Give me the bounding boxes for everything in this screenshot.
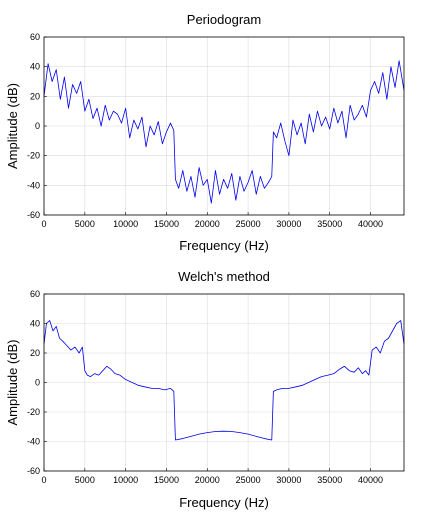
chart-title: Welch's method bbox=[178, 269, 270, 284]
y-axis-label: Amplitude (dB) bbox=[5, 83, 20, 169]
x-tick-label: 10000 bbox=[113, 219, 138, 229]
x-axis-label: Frequency (Hz) bbox=[179, 238, 269, 253]
y-tick-label: -60 bbox=[27, 466, 40, 476]
x-tick-label: 15000 bbox=[154, 219, 179, 229]
series-line-1 bbox=[43, 320, 405, 441]
y-axis-label: Amplitude (dB) bbox=[5, 340, 20, 426]
chart-1: 0 5000 10000 15000 20000 25000 30000 35000 40000… bbox=[5, 12, 405, 253]
y-tick-label: 0 bbox=[35, 121, 40, 131]
y-tick-label: 40 bbox=[30, 62, 40, 72]
y-tick-label: 60 bbox=[30, 32, 40, 42]
y-tick-label: -60 bbox=[27, 210, 40, 220]
y-tick-label: 40 bbox=[30, 319, 40, 329]
y-tick-label: -40 bbox=[27, 180, 40, 190]
x-tick-label: 20000 bbox=[195, 219, 220, 229]
x-tick-label: 30000 bbox=[276, 475, 301, 485]
series-line-1 bbox=[43, 60, 405, 204]
x-tick-label: 15000 bbox=[154, 475, 179, 485]
y-tick-label: -20 bbox=[27, 151, 40, 161]
x-tick-label: 40000 bbox=[358, 475, 383, 485]
x-tick-label: 25000 bbox=[236, 475, 261, 485]
x-axis-label: Frequency (Hz) bbox=[179, 495, 269, 510]
y-tick-label: 20 bbox=[30, 348, 40, 358]
chart-2: 0 5000 10000 15000 20000 25000 30000 35000 40000… bbox=[5, 269, 405, 510]
x-tick-label: 5000 bbox=[75, 219, 95, 229]
y-tick-label: 0 bbox=[35, 378, 40, 388]
x-tick-label: 10000 bbox=[113, 475, 138, 485]
chart-title: Periodogram bbox=[187, 12, 261, 27]
y-tick-label: -20 bbox=[27, 407, 40, 417]
x-tick-label: 40000 bbox=[358, 219, 383, 229]
x-tick-label: 30000 bbox=[276, 219, 301, 229]
x-tick-label: 20000 bbox=[195, 475, 220, 485]
x-tick-label: 25000 bbox=[236, 219, 261, 229]
x-tick-label: 0 bbox=[41, 219, 46, 229]
y-tick-label: 60 bbox=[30, 289, 40, 299]
x-tick-label: 35000 bbox=[317, 219, 342, 229]
x-tick-label: 35000 bbox=[317, 475, 342, 485]
y-tick-label: -40 bbox=[27, 437, 40, 447]
x-tick-label: 0 bbox=[41, 475, 46, 485]
y-tick-label: 20 bbox=[30, 91, 40, 101]
x-tick-label: 5000 bbox=[75, 475, 95, 485]
